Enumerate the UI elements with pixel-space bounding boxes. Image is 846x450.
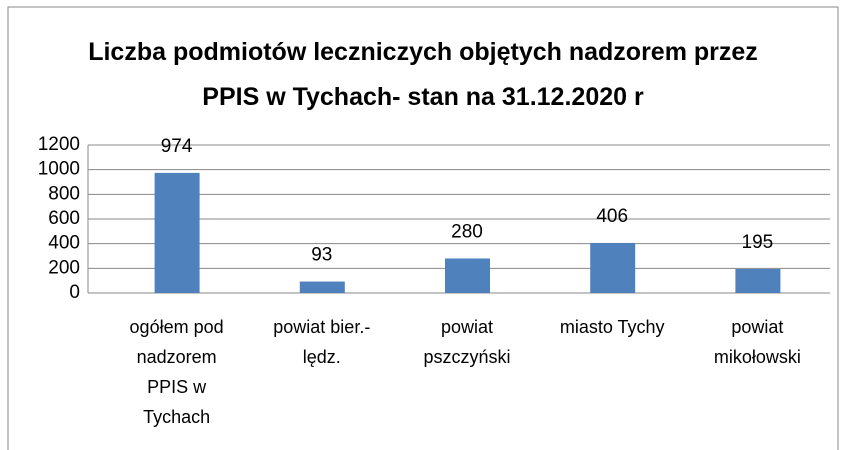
y-tick-label: 600 xyxy=(48,208,80,229)
x-tick-label: powiat mikołowski xyxy=(713,317,801,367)
bar xyxy=(154,172,200,293)
bar xyxy=(735,268,781,293)
y-tick-label: 0 xyxy=(69,282,80,303)
bar xyxy=(299,281,345,293)
y-tick-label: 200 xyxy=(48,257,80,278)
chart-border xyxy=(7,6,839,450)
x-tick-label: ogółem pod nadzorem PPIS w Tychach xyxy=(129,317,224,427)
data-label: 406 xyxy=(596,206,628,227)
y-tick-label: 800 xyxy=(48,183,80,204)
y-tick-label: 1000 xyxy=(38,159,80,180)
data-label: 93 xyxy=(311,245,332,266)
bar xyxy=(445,258,490,293)
x-tick-label: powiat pszczyński xyxy=(423,317,511,367)
bar xyxy=(590,242,636,293)
chart-title: Liczba podmiotów leczniczych objętych na… xyxy=(88,38,758,111)
y-tick-label: 400 xyxy=(48,233,80,254)
data-label: 195 xyxy=(742,232,774,253)
data-label: 280 xyxy=(451,221,483,242)
y-tick-label: 1200 xyxy=(38,134,80,155)
data-label: 974 xyxy=(161,136,193,157)
x-tick-label: miasto Tychy xyxy=(559,317,665,337)
x-tick-label: powiat bier.-lędz. xyxy=(273,317,371,367)
